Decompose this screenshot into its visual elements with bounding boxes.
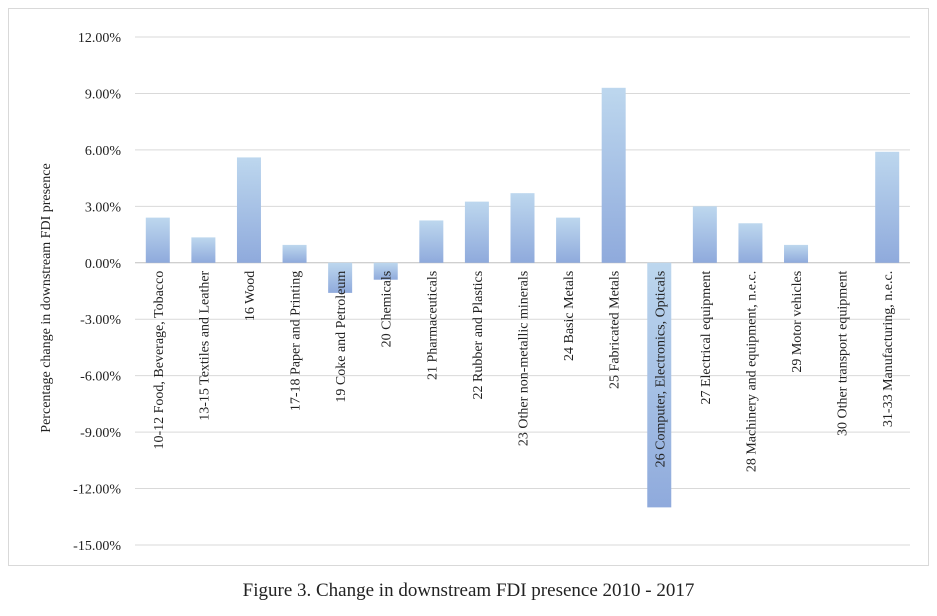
figure-caption: Figure 3. Change in downstream FDI prese… [242, 580, 695, 601]
y-tick-label: 12.00% [78, 31, 122, 46]
bar [738, 223, 763, 263]
category-label: 21 Pharmaceuticals [425, 271, 440, 380]
bar [236, 157, 261, 263]
category-label: 29 Motor vehicles [790, 271, 805, 373]
bar [282, 244, 307, 263]
bar [464, 201, 489, 263]
category-label: 24 Basic Metals [562, 271, 577, 361]
category-label: 16 Wood [243, 271, 258, 321]
y-tick-label: 9.00% [85, 87, 122, 102]
category-label: 19 Coke and Petroleum [334, 271, 349, 403]
bars [145, 87, 900, 508]
y-tick-label: -15.00% [73, 539, 121, 554]
chart-frame: 12.00% 9.00% 6.00% 3.00% 0.00% -3.00% -6.00% -9… [8, 8, 929, 566]
bar [373, 262, 398, 280]
bar [556, 217, 581, 263]
category-label: 25 Fabricated Metals [608, 271, 623, 389]
category-label: 28 Machinery and equipment, n.e.c. [744, 271, 759, 472]
bar [419, 220, 444, 263]
y-tick-label: -3.00% [80, 313, 121, 328]
bar [601, 87, 626, 263]
category-label: 20 Chemicals [380, 271, 395, 348]
bar-chart: 12.00% 9.00% 6.00% 3.00% 0.00% -3.00% -6.00% -9… [39, 31, 910, 554]
bar [145, 217, 170, 263]
y-tick-label: -9.00% [80, 426, 121, 441]
category-label: 17-18 Paper and Printing [289, 271, 304, 411]
bar [784, 244, 809, 263]
y-tick-label: -12.00% [73, 483, 121, 498]
bar [875, 151, 900, 263]
y-tick-label: 6.00% [85, 144, 122, 159]
y-tick-label: 3.00% [85, 200, 122, 215]
bar [191, 237, 216, 263]
bar [510, 193, 535, 263]
category-label: 22 Rubber and Plastics [471, 271, 486, 400]
y-tick-label: 0.00% [85, 257, 122, 272]
bar [328, 262, 353, 293]
category-label: 26 Computer, Electronics, Opticals [653, 271, 668, 468]
y-axis-label: Percentage change in downstream FDI pres… [39, 163, 54, 432]
bar [647, 262, 672, 508]
y-tick-label: -6.00% [80, 370, 121, 385]
category-labels: 10-12 Food, Beverage, Tobacco 13-15 Texti… [152, 270, 896, 472]
bar [692, 206, 717, 263]
category-label: 31-33 Manufacturing, n.e.c. [881, 271, 896, 427]
category-label: 10-12 Food, Beverage, Tobacco [152, 271, 167, 450]
category-label: 27 Electrical equipment [699, 271, 714, 405]
category-label: 30 Other transport equipment [836, 271, 851, 436]
category-label: 23 Other non-metallic minerals [517, 271, 532, 446]
y-axis-ticks: 12.00% 9.00% 6.00% 3.00% 0.00% -3.00% -6.00% -9… [73, 31, 121, 554]
category-label: 13-15 Textiles and Leather [197, 270, 212, 420]
